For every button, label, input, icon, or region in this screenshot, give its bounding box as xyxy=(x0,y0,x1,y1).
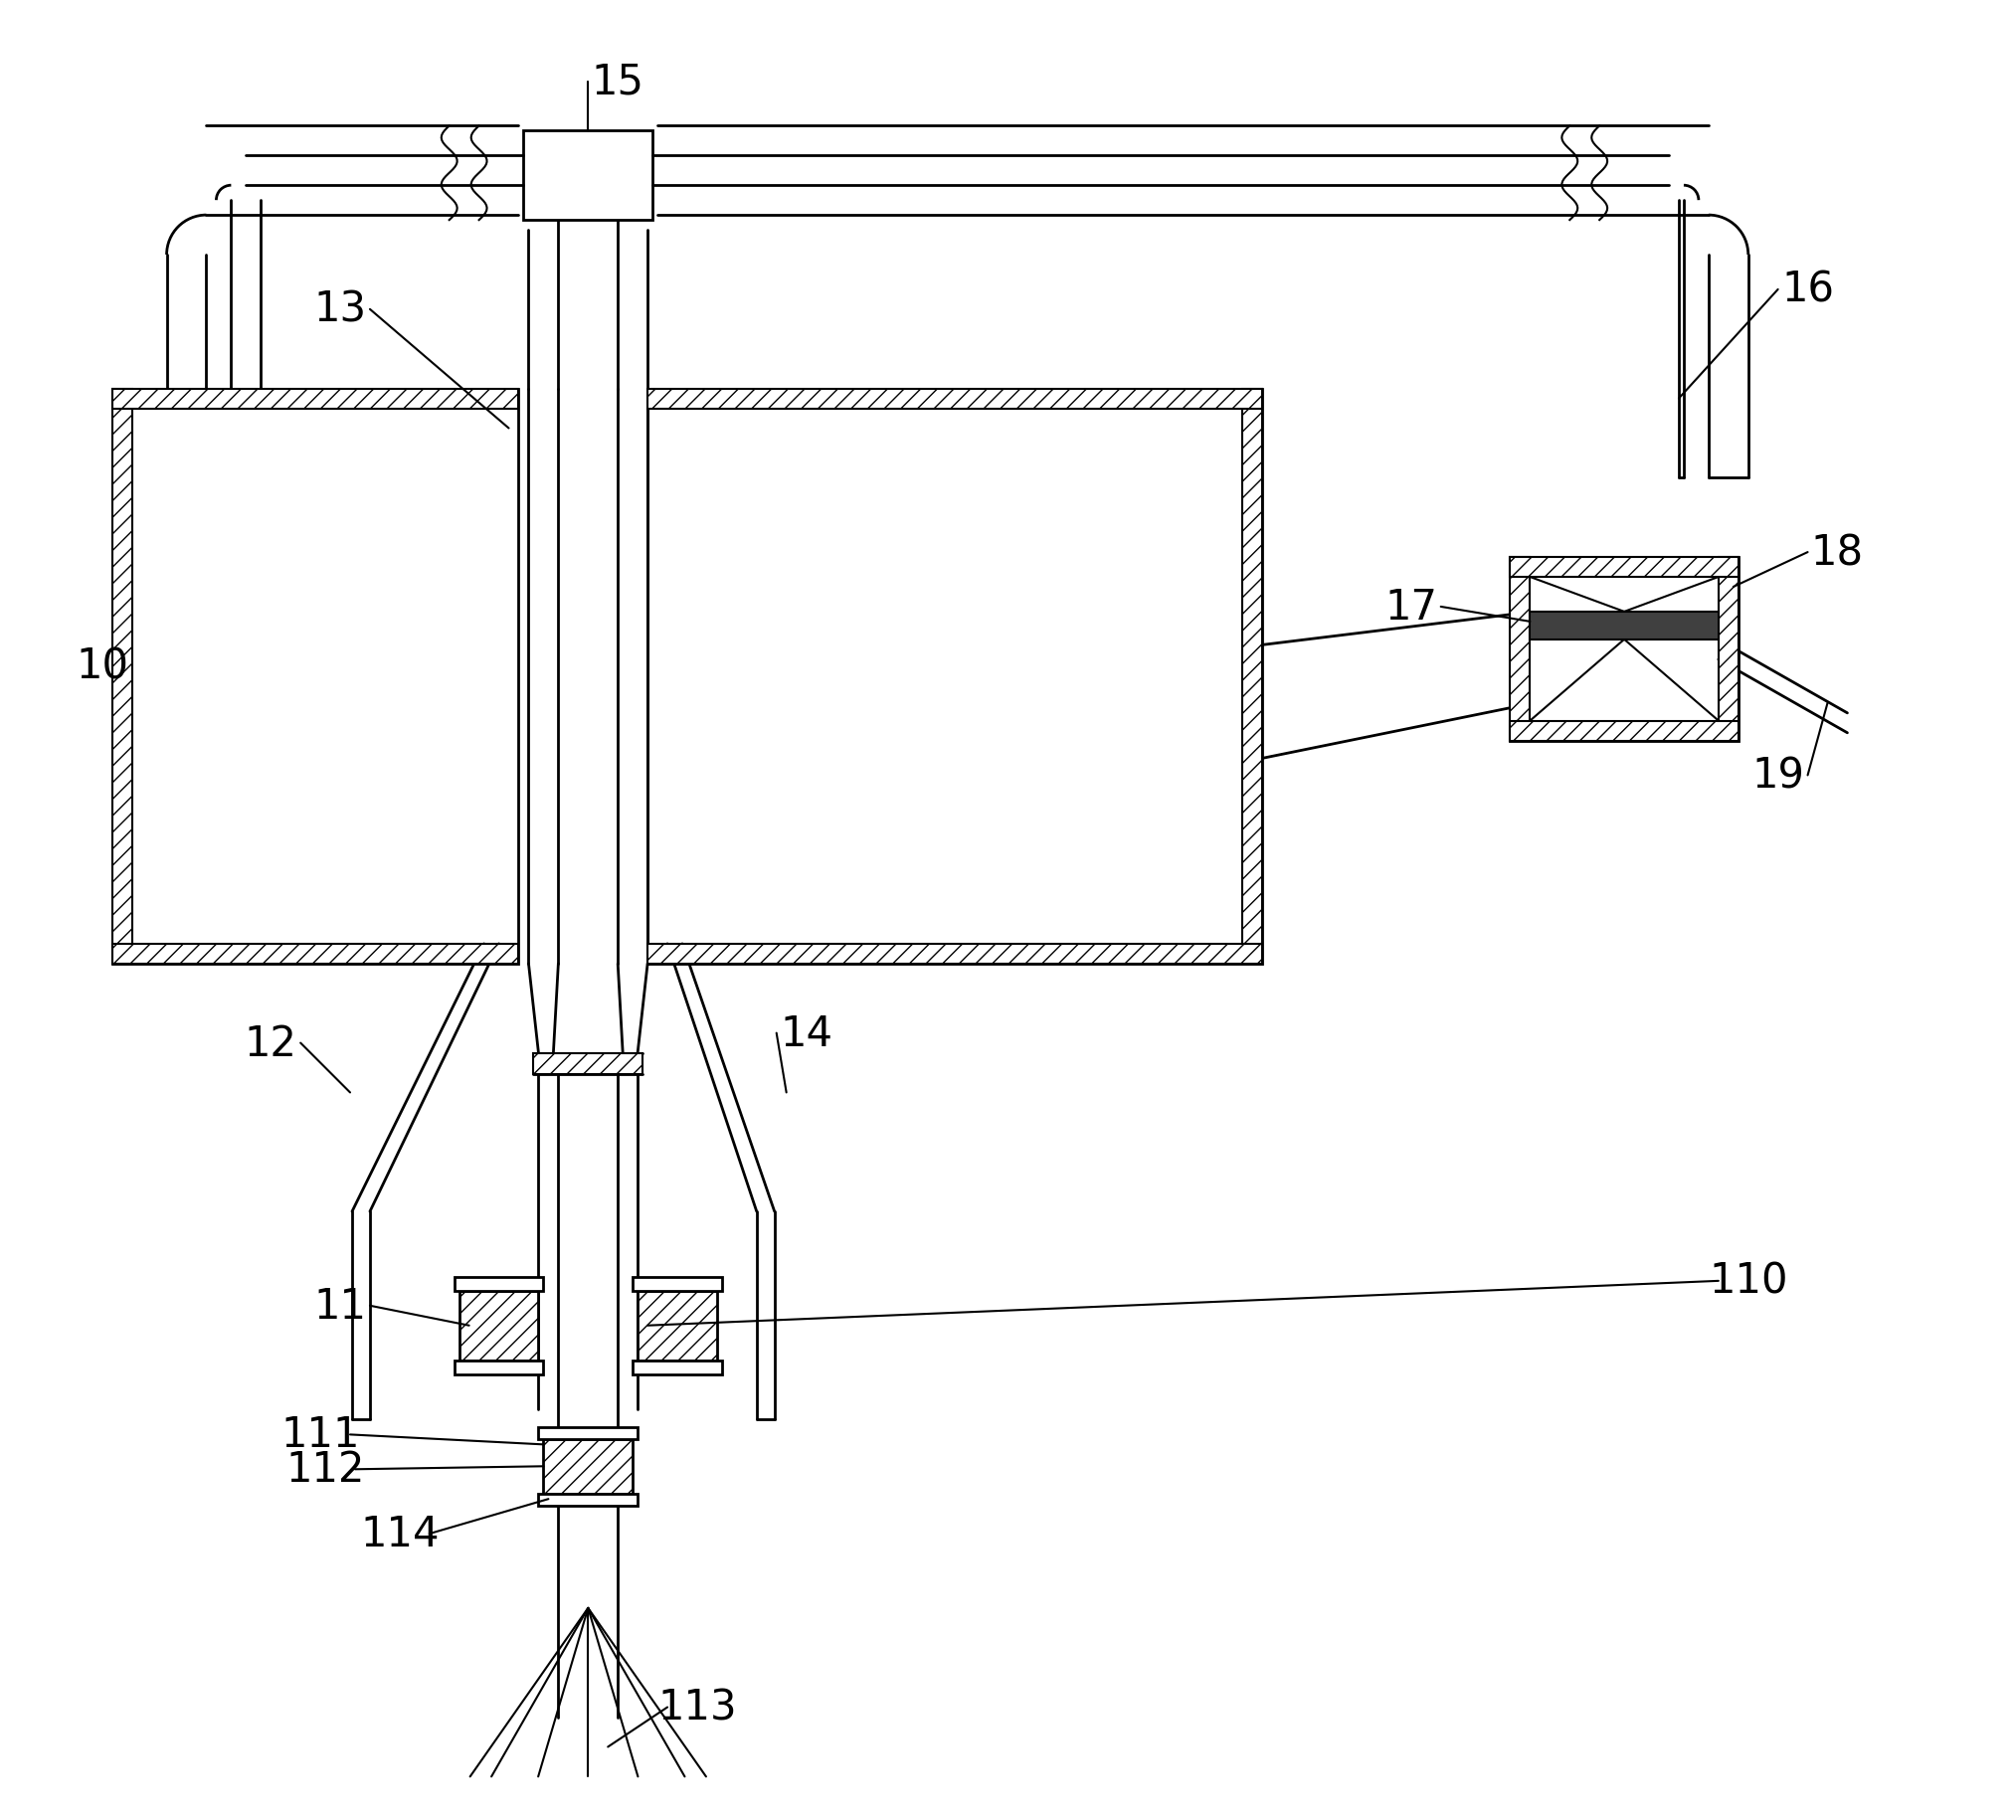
Bar xyxy=(633,1278,722,1290)
Bar xyxy=(633,1360,722,1374)
Bar xyxy=(113,945,518,965)
Text: 19: 19 xyxy=(1752,755,1804,797)
Bar xyxy=(647,945,1262,965)
Bar xyxy=(113,389,518,965)
Text: 15: 15 xyxy=(591,62,645,104)
Bar xyxy=(647,389,1262,965)
Text: 17: 17 xyxy=(1385,586,1437,628)
Text: 18: 18 xyxy=(1810,531,1865,573)
Text: 13: 13 xyxy=(314,289,367,331)
Bar xyxy=(1510,557,1738,741)
Bar xyxy=(1510,721,1738,741)
Bar xyxy=(538,1494,637,1507)
Bar xyxy=(1510,557,1530,741)
Bar xyxy=(524,131,653,220)
Bar xyxy=(113,389,518,410)
Text: 113: 113 xyxy=(657,1687,736,1729)
Bar xyxy=(534,1054,643,1076)
Bar xyxy=(1530,612,1718,641)
Bar xyxy=(454,1360,544,1374)
Bar xyxy=(647,389,1262,410)
Bar xyxy=(454,1278,544,1290)
Bar xyxy=(1510,557,1738,577)
Text: 114: 114 xyxy=(361,1512,439,1554)
Bar xyxy=(637,1290,718,1360)
Bar xyxy=(544,1440,633,1494)
Bar xyxy=(1718,557,1738,741)
Bar xyxy=(538,1427,637,1440)
Text: 11: 11 xyxy=(314,1285,367,1327)
Text: 14: 14 xyxy=(780,1012,833,1054)
Text: 110: 110 xyxy=(1710,1259,1788,1301)
Bar xyxy=(113,389,131,965)
Text: 111: 111 xyxy=(280,1414,361,1456)
Text: 10: 10 xyxy=(77,646,129,688)
Bar xyxy=(1242,389,1262,965)
Bar xyxy=(460,1290,538,1360)
Text: 12: 12 xyxy=(244,1023,296,1065)
Text: 112: 112 xyxy=(286,1449,365,1491)
Text: 16: 16 xyxy=(1782,269,1835,311)
